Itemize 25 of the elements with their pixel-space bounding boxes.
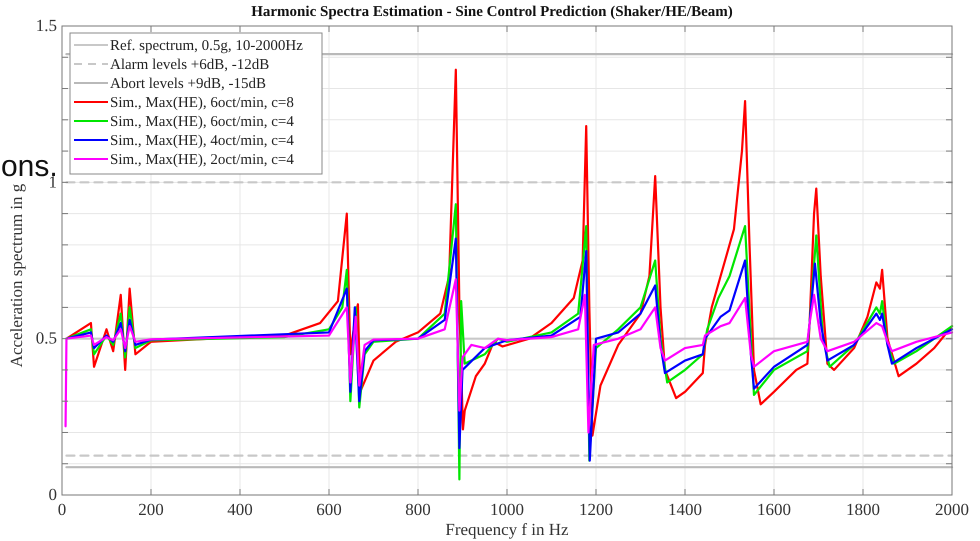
x-tick-label: 1800 [846, 500, 880, 519]
x-tick-label: 600 [316, 500, 342, 519]
y-tick-label: 0 [48, 485, 57, 504]
x-axis-title: Frequency f in Hz [445, 520, 570, 539]
y-tick-label: 0.5 [36, 328, 57, 348]
legend-label: Sim., Max(HE), 6oct/min, c=4 [110, 114, 294, 130]
x-tick-label: 800 [405, 500, 431, 519]
chart-title: Harmonic Spectra Estimation - Sine Control Prediction (Shaker/HE/Beam) [251, 4, 733, 20]
legend-label: Sim., Max(HE), 2oct/min, c=4 [110, 152, 294, 168]
legend-label: Abort levels +9dB, -15dB [110, 76, 266, 92]
legend-label: Sim., Max(HE), 6oct/min, c=8 [110, 95, 294, 111]
x-tick-label: 2000 [935, 500, 969, 519]
legend-label: Ref. spectrum, 0.5g, 10-2000Hz [110, 38, 304, 54]
y-tick-label: 1.5 [36, 16, 57, 35]
legend-label: Sim., Max(HE), 4oct/min, c=4 [110, 133, 294, 149]
x-tick-label: 1000 [490, 500, 524, 519]
line-series [64, 278, 954, 434]
x-tick-label: 400 [227, 500, 253, 519]
line-series [65, 238, 954, 462]
x-tick-label: 1400 [668, 500, 702, 519]
x-tick-label: 200 [138, 500, 164, 519]
x-tick-label: 1200 [579, 500, 613, 519]
y-axis-title: Acceleration spectrum in g [7, 183, 26, 368]
legend-label: Alarm levels +6dB, -12dB [110, 57, 270, 73]
x-tick-label: 1600 [757, 500, 791, 519]
